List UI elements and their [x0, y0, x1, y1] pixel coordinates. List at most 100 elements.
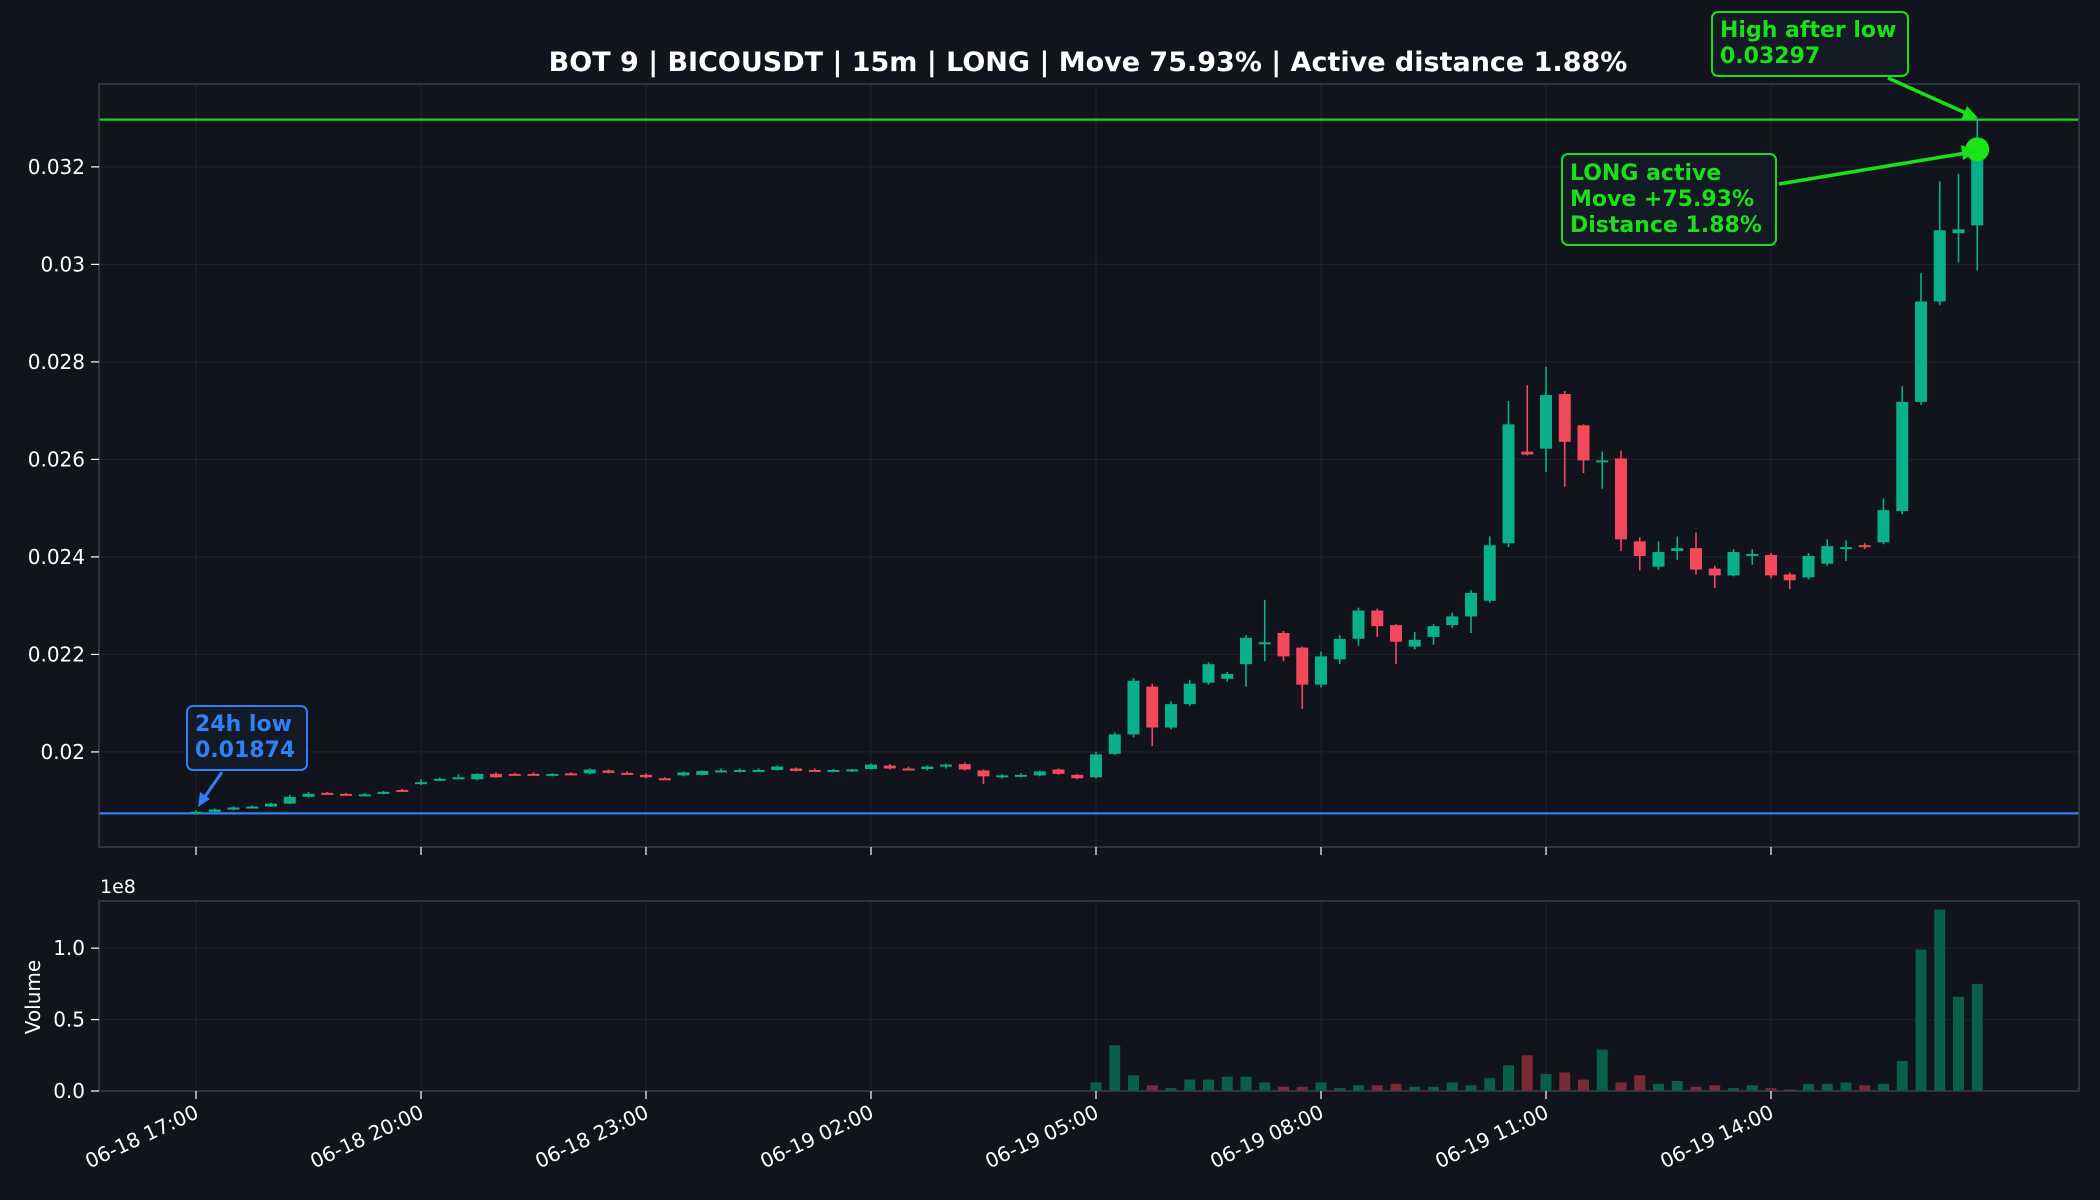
candle-body	[1652, 552, 1665, 567]
candle-body	[1146, 686, 1159, 728]
x-tick-label: 06-19 14:00	[1656, 1100, 1777, 1173]
volume-bar	[1896, 1061, 1908, 1091]
high-annotation-value: 0.03297	[1720, 44, 1820, 69]
candle	[190, 810, 202, 815]
candle-body	[1521, 451, 1534, 455]
candle-body	[1952, 229, 1965, 234]
candle-body	[433, 778, 446, 781]
candle	[1821, 539, 1834, 566]
candle-body	[1596, 460, 1609, 463]
volume-bar	[1334, 1088, 1346, 1091]
candle-body	[190, 811, 202, 814]
candle-body	[1465, 592, 1477, 617]
candle	[696, 770, 709, 776]
candle	[940, 763, 952, 769]
candle-body	[508, 773, 521, 776]
candle-body	[1015, 774, 1027, 777]
volume-bar	[1390, 1083, 1402, 1091]
candle-body	[1577, 425, 1590, 461]
candle-body	[846, 769, 859, 772]
volume-bar	[1184, 1079, 1196, 1091]
low-annotation-value: 0.01874	[195, 738, 295, 763]
candle-body	[377, 791, 390, 794]
candle	[1465, 590, 1477, 633]
x-tick-label: 06-19 11:00	[1431, 1100, 1552, 1173]
candle-body	[396, 789, 409, 792]
candle-body	[733, 769, 746, 772]
candle	[1071, 773, 1084, 780]
candle-body	[452, 777, 465, 780]
candle-body	[1765, 554, 1777, 576]
volume-bar	[1353, 1085, 1364, 1091]
candle	[1483, 536, 1496, 603]
volume-bar	[1709, 1085, 1721, 1091]
candle	[1596, 451, 1609, 489]
price-panel-frame	[98, 83, 2080, 848]
candle-body	[565, 773, 577, 776]
candle	[1783, 572, 1796, 590]
candle-body	[1427, 626, 1440, 637]
candle-body	[940, 764, 952, 767]
candle-body	[977, 770, 990, 777]
volume-bar	[1128, 1075, 1139, 1091]
candle-body	[1221, 673, 1234, 679]
candle	[1708, 565, 1721, 589]
price-grid	[99, 84, 2079, 847]
volume-bar	[1109, 1045, 1121, 1091]
volume-bar	[1240, 1076, 1252, 1091]
x-tick-label: 06-18 17:00	[81, 1100, 202, 1173]
candle	[658, 777, 671, 781]
candlestick-series	[190, 119, 1984, 815]
candle	[377, 790, 390, 795]
volume-bar	[1521, 1055, 1533, 1091]
candle-body	[583, 769, 596, 774]
candle-body	[1483, 545, 1496, 601]
candle	[1446, 612, 1459, 629]
candle	[621, 771, 634, 775]
candle	[1033, 770, 1046, 777]
candle	[1052, 768, 1065, 775]
volume-bar	[1259, 1082, 1271, 1091]
volume-bar	[1671, 1081, 1683, 1091]
candle	[808, 768, 821, 772]
candle-body	[640, 774, 652, 778]
volume-bar	[1596, 1049, 1608, 1091]
candle	[565, 772, 577, 776]
volume-grid	[99, 901, 2079, 1092]
candle	[1540, 366, 1552, 473]
price-tick-label: 0.024	[28, 545, 85, 569]
long-annotation-line: Distance 1.88%	[1570, 213, 1762, 238]
candle	[1615, 450, 1627, 552]
candle	[771, 765, 784, 771]
x-tick-label: 06-19 05:00	[981, 1100, 1102, 1173]
candle	[1015, 773, 1027, 778]
candle-body	[1896, 401, 1909, 512]
volume-bar	[1840, 1082, 1852, 1091]
candle	[677, 771, 690, 777]
current-price-marker	[1965, 137, 1990, 162]
volume-bar	[1278, 1086, 1289, 1091]
candle-body	[1315, 656, 1327, 685]
volume-bar	[1203, 1079, 1214, 1091]
candle-body	[1746, 553, 1759, 556]
candle-body	[865, 764, 877, 769]
candle	[958, 762, 971, 771]
candle-body	[958, 764, 971, 770]
candle	[527, 772, 540, 776]
volume-bar	[1315, 1082, 1327, 1091]
candle-body	[208, 809, 221, 812]
price-tick-label: 0.026	[28, 447, 85, 471]
candle	[902, 766, 915, 771]
candle-body	[1858, 545, 1871, 548]
candle	[827, 768, 840, 773]
volume-bar	[1953, 996, 1964, 1091]
candle-body	[1783, 574, 1796, 581]
candle	[1933, 181, 1946, 306]
low-annotation-arrowhead	[198, 792, 210, 807]
candle	[1258, 599, 1271, 662]
volume-bar	[1821, 1083, 1833, 1091]
x-tick-label: 06-19 08:00	[1206, 1100, 1327, 1173]
candle	[733, 768, 746, 773]
candle-body	[321, 792, 334, 795]
